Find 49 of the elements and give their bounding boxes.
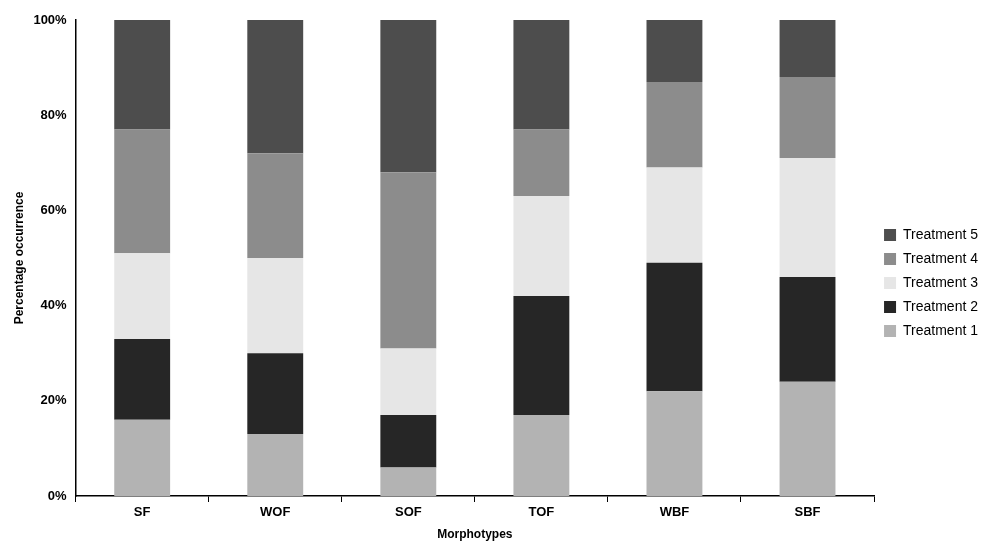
bar xyxy=(114,419,171,496)
bar xyxy=(779,20,836,78)
bar xyxy=(646,81,703,168)
y-axis-title: Percentage occurrence xyxy=(11,191,26,325)
bar xyxy=(779,381,836,496)
y-tick-label: 60% xyxy=(40,201,68,217)
bar xyxy=(513,415,570,496)
bar xyxy=(513,20,570,130)
x-tick-label: SBF xyxy=(794,504,821,520)
y-tick-label: 0% xyxy=(47,487,68,503)
bar xyxy=(247,353,304,435)
legend-label: Treatment 2 xyxy=(903,297,979,314)
bar xyxy=(380,467,437,496)
bar xyxy=(646,262,703,392)
x-tick-label: WOF xyxy=(260,504,291,520)
legend-label: Treatment 3 xyxy=(903,273,979,290)
legend-label: Treatment 4 xyxy=(903,249,979,266)
bar xyxy=(114,253,171,339)
bar xyxy=(380,172,437,349)
bar xyxy=(380,20,437,173)
x-tick-label: TOF xyxy=(528,504,555,520)
y-tick-label: 40% xyxy=(40,297,68,313)
bar xyxy=(779,277,836,382)
bar xyxy=(646,20,703,82)
bar xyxy=(779,158,836,278)
bar xyxy=(247,434,304,496)
x-tick-label: SOF xyxy=(394,504,422,520)
bar xyxy=(247,153,304,258)
bar xyxy=(114,338,171,420)
bar xyxy=(513,196,570,297)
bar xyxy=(513,296,570,416)
x-axis-title: Morphotypes xyxy=(437,527,513,542)
bar xyxy=(779,77,836,159)
bar xyxy=(247,258,304,354)
bar xyxy=(380,348,437,416)
bar xyxy=(513,129,570,197)
bar xyxy=(646,167,703,263)
bar xyxy=(380,415,437,468)
y-tick-label: 20% xyxy=(40,392,68,408)
y-tick-label: 100% xyxy=(33,11,68,27)
x-tick-label: SF xyxy=(133,504,151,520)
bar xyxy=(114,20,171,130)
legend-label: Treatment 5 xyxy=(903,225,979,242)
x-tick-label: WBF xyxy=(659,504,690,520)
legend-label: Treatment 1 xyxy=(903,321,979,338)
y-tick-label: 80% xyxy=(40,106,68,122)
bar xyxy=(114,129,171,254)
bar xyxy=(247,20,304,154)
bar xyxy=(646,391,703,496)
